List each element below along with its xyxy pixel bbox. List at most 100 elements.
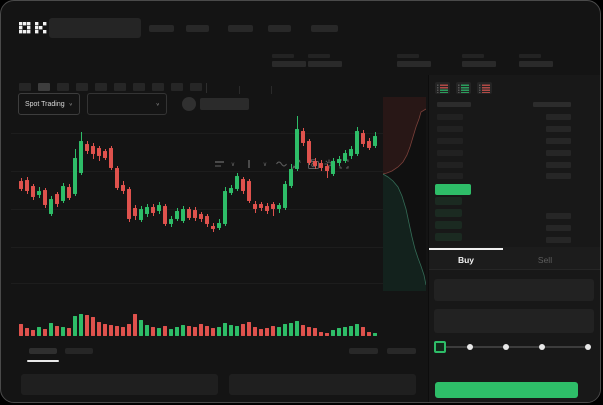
slider-handle[interactable] <box>434 341 446 353</box>
volume-bar <box>85 315 89 336</box>
volume-bar <box>367 332 371 336</box>
stat-value-placeholder <box>272 61 306 67</box>
chart-gridline <box>11 247 383 248</box>
timeframe-button[interactable] <box>171 83 183 91</box>
bid-row-price-placeholder[interactable] <box>435 209 462 217</box>
chart-option-placeholder[interactable] <box>387 348 416 354</box>
orderbook-bids-only-icon[interactable] <box>456 82 471 94</box>
bid-row-amount-placeholder[interactable] <box>546 213 571 219</box>
volume-bar <box>49 323 53 336</box>
amount-input[interactable] <box>434 309 594 333</box>
ask-row-amount-placeholder[interactable] <box>546 114 571 120</box>
chart-bottom-tab[interactable] <box>65 348 93 354</box>
candle-wick <box>92 143 94 159</box>
pair-dropdown[interactable]: ∨ <box>87 93 167 115</box>
orderbook-combined-icon[interactable] <box>435 82 450 94</box>
ask-row-price-placeholder[interactable] <box>437 114 463 120</box>
timeframe-button[interactable] <box>76 83 88 91</box>
candle-body <box>91 146 95 154</box>
volume-bar <box>55 326 59 336</box>
candle-body <box>55 194 59 204</box>
volume-bar <box>301 325 305 336</box>
volume-bar <box>235 326 239 336</box>
market-type-dropdown[interactable]: Spot Trading ∨ <box>18 93 80 115</box>
expand-fullscreen-icon[interactable] <box>338 158 350 170</box>
slider-stop[interactable] <box>539 344 545 350</box>
ask-row-price-placeholder[interactable] <box>437 126 463 132</box>
depth-chart[interactable] <box>383 97 426 291</box>
candle-wick <box>134 205 136 220</box>
timeframe-button[interactable] <box>114 83 126 91</box>
price-input[interactable] <box>434 279 594 301</box>
timeframe-button[interactable] <box>190 83 202 91</box>
volume-bar <box>193 327 197 336</box>
ask-row-price-placeholder[interactable] <box>437 162 463 168</box>
nav-item-placeholder[interactable] <box>311 25 338 32</box>
bottom-panel-placeholder <box>21 374 218 395</box>
amount-slider[interactable] <box>439 346 589 348</box>
ask-row-amount-placeholder[interactable] <box>546 126 571 132</box>
timeframe-button[interactable] <box>38 83 50 91</box>
timeframe-button[interactable] <box>152 83 164 91</box>
tab-buy[interactable]: Buy <box>457 255 475 265</box>
ask-row-price-placeholder[interactable] <box>437 138 463 144</box>
bid-row-amount-placeholder[interactable] <box>546 225 571 231</box>
ask-row-price-placeholder[interactable] <box>437 173 463 179</box>
chevron-down-icon[interactable]: ∨ <box>262 161 268 168</box>
timeframe-button[interactable] <box>95 83 107 91</box>
bid-row-price-placeholder[interactable] <box>435 197 462 205</box>
volume-bar <box>103 324 107 336</box>
timeframe-button[interactable] <box>133 83 145 91</box>
timeframe-button[interactable] <box>57 83 69 91</box>
ask-row-amount-placeholder[interactable] <box>546 150 571 156</box>
slider-stop[interactable] <box>585 344 591 350</box>
nav-item-placeholder[interactable] <box>149 25 174 32</box>
ask-row-amount-placeholder[interactable] <box>546 173 571 179</box>
timeframe-button[interactable] <box>19 83 31 91</box>
camera-snapshot-icon[interactable] <box>307 158 319 170</box>
candle-type-dropdown-icon[interactable] <box>243 158 255 170</box>
gear-settings-icon[interactable] <box>323 158 335 170</box>
chevron-down-icon[interactable]: ∨ <box>230 161 236 168</box>
ask-row-amount-placeholder[interactable] <box>546 162 571 168</box>
stat-value-placeholder <box>397 61 431 67</box>
candle-body <box>19 181 23 189</box>
wave-line-icon[interactable] <box>275 158 287 170</box>
candle-wick <box>176 208 178 221</box>
candle-wick <box>188 207 190 220</box>
pair-name-placeholder <box>200 98 249 110</box>
tab-sell[interactable]: Sell <box>537 255 553 265</box>
candle-wick <box>122 181 124 194</box>
candle-body <box>175 211 179 219</box>
slider-stop[interactable] <box>467 344 473 350</box>
slider-stop[interactable] <box>503 344 509 350</box>
volume-bar <box>145 325 149 336</box>
candle-body <box>241 179 245 191</box>
candle-body <box>97 148 101 156</box>
ask-row-price-placeholder[interactable] <box>437 150 463 156</box>
chevron-down-icon: ∨ <box>155 102 160 107</box>
candle-wick <box>152 204 154 216</box>
nav-item-placeholder[interactable] <box>186 25 209 32</box>
buy-submit-button[interactable] <box>435 382 578 398</box>
bid-row-price-placeholder[interactable] <box>435 221 462 229</box>
orderbook-asks-only-icon[interactable] <box>477 82 492 94</box>
candle-body <box>373 136 377 146</box>
chart-bottom-tab-active[interactable] <box>29 348 57 354</box>
overlay-dropdown-icon[interactable] <box>213 158 225 170</box>
candle-wick <box>236 173 238 191</box>
ask-row-amount-placeholder[interactable] <box>546 138 571 144</box>
volume-bar <box>163 326 167 336</box>
nav-item-placeholder[interactable] <box>228 25 253 32</box>
candle-body <box>85 144 89 151</box>
chart-option-placeholder[interactable] <box>349 348 378 354</box>
toolbar-divider <box>206 83 207 93</box>
nav-item-placeholder[interactable] <box>268 25 291 32</box>
bid-row-price-placeholder[interactable] <box>435 233 462 241</box>
pencil-draw-icon[interactable] <box>291 158 303 170</box>
stat-label-placeholder <box>308 54 330 58</box>
search-input[interactable] <box>49 18 141 38</box>
candle-wick <box>98 146 100 161</box>
bid-row-amount-placeholder[interactable] <box>546 237 571 243</box>
last-price-indicator[interactable] <box>435 184 471 195</box>
